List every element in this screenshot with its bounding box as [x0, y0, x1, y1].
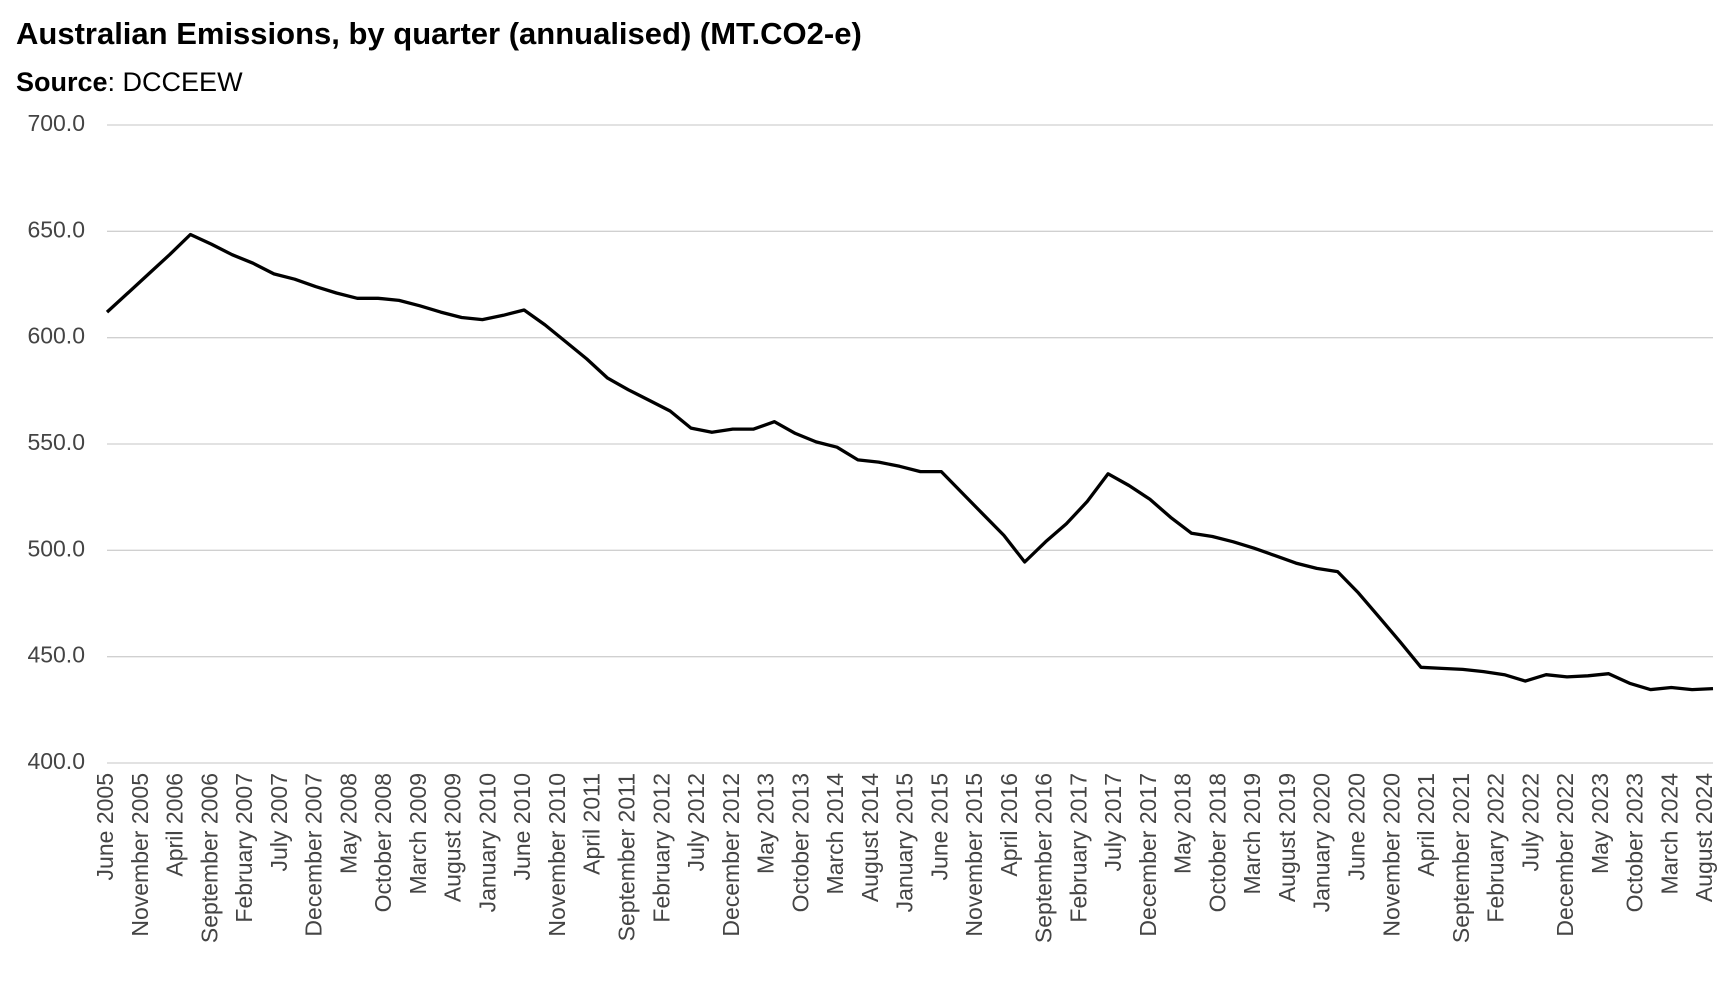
x-tick-label: June 2005 — [92, 773, 118, 880]
x-tick-label: August 2019 — [1274, 773, 1300, 902]
x-tick-label: April 2021 — [1413, 773, 1439, 877]
x-tick-label: December 2012 — [718, 773, 744, 937]
x-tick-label: June 2015 — [926, 773, 952, 880]
x-tick-label: December 2017 — [1135, 773, 1161, 937]
x-tick-label: September 2016 — [1031, 773, 1057, 943]
y-tick-label: 600.0 — [27, 323, 85, 349]
data-line — [105, 232, 1714, 692]
x-tick-label: April 2006 — [162, 773, 188, 877]
x-tick-label: January 2015 — [892, 773, 918, 912]
x-tick-label: December 2007 — [301, 773, 327, 937]
subtitle-text: : DCCEEW — [108, 67, 244, 97]
x-tick-label: August 2014 — [857, 773, 883, 902]
x-tick-label: January 2020 — [1309, 773, 1335, 912]
x-tick-label: November 2020 — [1378, 773, 1404, 937]
x-tick-label: June 2010 — [509, 773, 535, 880]
x-tick-label: November 2010 — [544, 773, 570, 937]
x-tick-label: February 2022 — [1483, 773, 1509, 923]
x-tick-label: October 2008 — [370, 773, 396, 912]
x-tick-label: May 2023 — [1587, 773, 1613, 874]
x-tick-label: August 2009 — [440, 773, 466, 902]
chart-subtitle: Source: DCCEEW — [16, 67, 243, 97]
x-tick-label: December 2022 — [1552, 773, 1578, 937]
x-tick-label: February 2007 — [231, 773, 257, 923]
x-tick-label: October 2013 — [787, 773, 813, 912]
x-tick-label: March 2019 — [1239, 773, 1265, 894]
y-tick-label: 650.0 — [27, 216, 85, 242]
x-tick-label: May 2008 — [335, 773, 361, 874]
x-tick-label: March 2024 — [1656, 773, 1682, 895]
x-tick-label: September 2011 — [614, 773, 640, 941]
x-tick-label: July 2022 — [1517, 773, 1543, 871]
subtitle-label: Source — [16, 67, 108, 97]
x-tick-label: April 2016 — [996, 773, 1022, 877]
x-tick-label: May 2018 — [1170, 773, 1196, 874]
chart-title: Australian Emissions, by quarter (annual… — [16, 16, 862, 51]
y-tick-label: 500.0 — [27, 535, 85, 561]
y-tick-label: 450.0 — [27, 642, 85, 668]
x-tick-label: February 2017 — [1065, 773, 1091, 923]
x-tick-label: June 2020 — [1344, 773, 1370, 880]
y-tick-label: 400.0 — [27, 748, 85, 774]
x-tick-label: April 2011 — [579, 773, 605, 875]
x-tick-label: August 2024 — [1691, 773, 1717, 902]
x-tick-label: September 2021 — [1448, 773, 1474, 943]
x-tick-label: October 2023 — [1622, 773, 1648, 912]
x-tick-label: July 2017 — [1100, 773, 1126, 871]
x-tick-label: March 2009 — [405, 773, 431, 894]
x-tick-label: November 2005 — [127, 773, 153, 937]
y-tick-label: 550.0 — [27, 429, 85, 455]
x-tick-label: January 2010 — [474, 773, 500, 912]
x-tick-label: July 2007 — [266, 773, 292, 871]
x-tick-label: September 2006 — [196, 773, 222, 943]
x-tick-label: October 2018 — [1204, 773, 1230, 912]
x-tick-label: May 2013 — [753, 773, 779, 874]
x-tick-label: November 2015 — [961, 773, 987, 937]
x-tick-label: March 2014 — [822, 773, 848, 895]
x-tick-label: July 2012 — [683, 773, 709, 871]
y-tick-label: 700.0 — [27, 110, 85, 136]
x-tick-label: February 2012 — [648, 773, 674, 923]
